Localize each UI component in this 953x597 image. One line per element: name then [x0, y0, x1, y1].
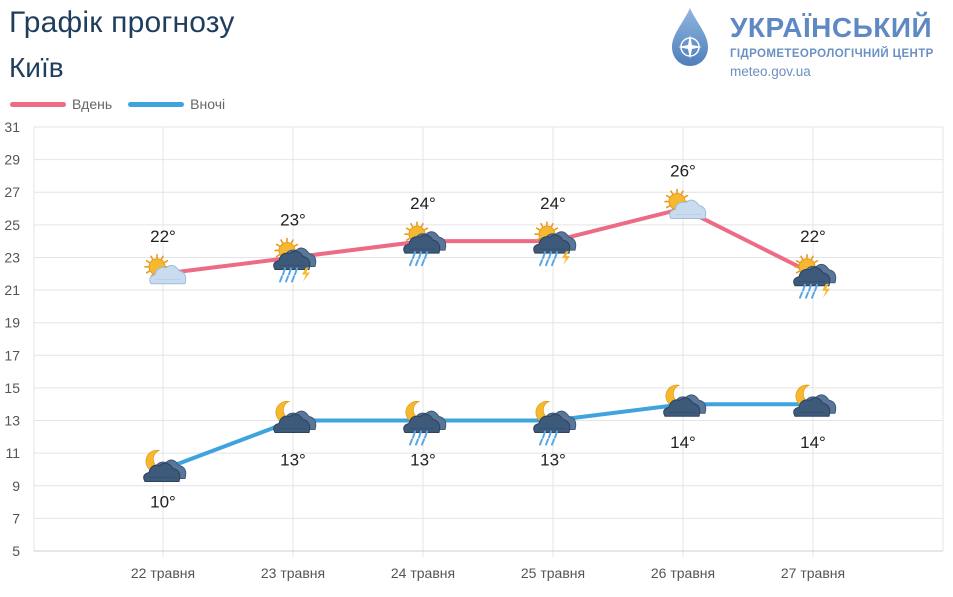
chart-legend: Вдень Вночі	[10, 96, 231, 112]
x-tick-label: 27 травня	[781, 565, 845, 581]
sun-cloud-icon	[664, 188, 707, 220]
legend-label-night: Вночі	[190, 96, 226, 112]
moon-rain-icon	[533, 400, 577, 446]
y-tick-label: 19	[4, 315, 20, 331]
legend-item-night[interactable]: Вночі	[128, 96, 225, 112]
y-tick-label: 29	[4, 152, 20, 168]
y-tick-label: 17	[4, 347, 20, 363]
label-layer: 22° 23° 24° 24° 26° 22° 10° 13° 13° 13° 14° 14°	[150, 162, 826, 512]
grid-layer	[33, 126, 944, 557]
day-temp-label: 24°	[410, 194, 436, 213]
legend-swatch-night	[128, 101, 185, 107]
logo-subtitle: ГІДРОМЕТЕОРОЛОГІЧНИЙ ЦЕНТР	[730, 48, 934, 60]
sun-storm-icon	[533, 221, 577, 267]
y-tick-label: 15	[4, 380, 20, 396]
day-temp-label: 24°	[540, 194, 566, 213]
day-temp-label: 26°	[670, 162, 696, 181]
x-tick-label: 23 травня	[261, 565, 325, 581]
night-temp-label: 13°	[540, 451, 566, 470]
city-name: Київ	[9, 52, 64, 83]
line-layer	[161, 206, 815, 472]
y-tick-label: 25	[4, 217, 20, 233]
y-tick-label: 11	[5, 445, 20, 461]
legend-item-day[interactable]: Вдень	[10, 96, 112, 112]
hydromet-logo[interactable]: УКРАЇНСЬКИЙ ГІДРОМЕТЕОРОЛОГІЧНИЙ ЦЕНТР m…	[668, 6, 948, 80]
moon-rain-icon	[403, 400, 447, 446]
sun-rain-icon	[403, 221, 447, 267]
legend-swatch-day	[10, 101, 66, 107]
moon-cloud-icon	[273, 400, 317, 434]
x-tick-label: 26 травня	[651, 565, 715, 581]
sun-storm-icon	[273, 237, 317, 283]
x-tick-label: 25 травня	[521, 565, 585, 581]
y-tick-label: 31	[4, 119, 20, 135]
night-temp-label: 13°	[410, 451, 436, 470]
day-temp-label: 22°	[150, 227, 176, 246]
night-temp-label: 14°	[670, 433, 696, 452]
sun-storm-icon	[793, 253, 837, 299]
water-drop-logo-icon	[672, 8, 708, 66]
y-tick-label: 23	[4, 249, 20, 265]
series-line-night	[161, 402, 815, 472]
y-tick-label: 5	[12, 543, 20, 559]
y-tick-label: 21	[4, 282, 20, 298]
legend-label-day: Вдень	[72, 96, 113, 112]
x-tick-label: 22 травня	[131, 565, 195, 581]
day-temp-label: 23°	[280, 210, 306, 229]
night-temp-label: 14°	[800, 433, 826, 452]
page-title: Графік прогнозу	[9, 6, 235, 39]
night-temp-label: 10°	[150, 492, 176, 511]
night-temp-label: 13°	[280, 451, 306, 470]
moon-cloud-icon	[143, 449, 187, 482]
y-tick-label: 9	[12, 478, 20, 494]
logo-url[interactable]: meteo.gov.ua	[730, 64, 811, 79]
day-temp-label: 22°	[800, 227, 826, 246]
icon-layer	[143, 188, 837, 482]
logo-name: УКРАЇНСЬКИЙ	[730, 12, 933, 43]
x-tick-label: 24 травня	[391, 565, 455, 581]
sun-cloud-icon	[144, 253, 187, 285]
series-line-day	[161, 206, 815, 276]
axis-layer: 5 7 9 11 13 15 17 19 21 23 25 27 29 31 22 травня 23 тра…	[4, 119, 943, 581]
y-tick-label: 13	[4, 413, 20, 429]
moon-cloud-icon	[663, 384, 707, 417]
y-tick-label: 7	[12, 510, 20, 526]
moon-cloud-icon	[793, 384, 837, 417]
y-tick-label: 27	[4, 184, 20, 200]
